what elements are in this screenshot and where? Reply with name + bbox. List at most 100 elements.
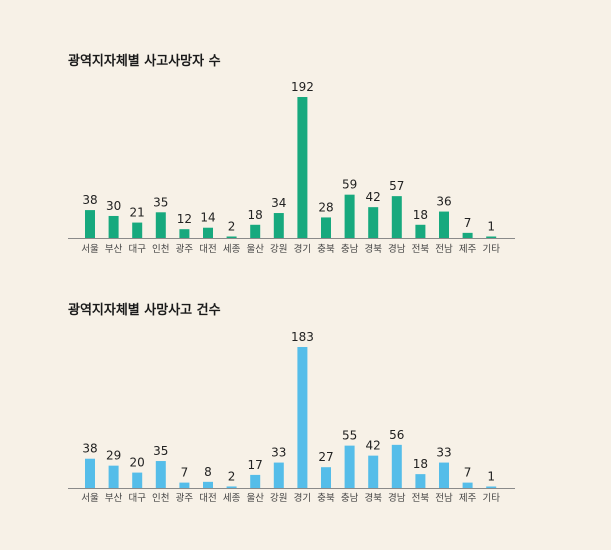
- category-label-accidents-6: 세종: [223, 493, 241, 504]
- bar-accidents-10: [321, 467, 331, 488]
- value-label-accidents-7: 17: [248, 458, 263, 472]
- bar-accidents-13: [391, 444, 402, 488]
- value-label-fatalities-4: 12: [177, 212, 192, 226]
- value-label-fatalities-3: 35: [153, 195, 168, 209]
- bar-accidents-8: [273, 462, 284, 488]
- value-label-accidents-9: 183: [291, 330, 314, 344]
- category-label-accidents-8: 강원: [270, 493, 287, 504]
- bar-accidents-9: [297, 347, 308, 488]
- category-label-accidents-2: 대구: [128, 493, 146, 504]
- value-label-fatalities-11: 59: [342, 178, 357, 192]
- category-label-accidents-9: 경기: [294, 492, 311, 504]
- category-label-fatalities-10: 충북: [317, 244, 335, 255]
- value-label-fatalities-6: 2: [228, 220, 236, 234]
- bar-fatalities-14: [415, 224, 426, 238]
- category-label-fatalities-7: 울산: [246, 244, 264, 255]
- category-label-accidents-16: 제주: [459, 493, 477, 504]
- value-label-fatalities-12: 42: [366, 190, 381, 204]
- value-label-accidents-6: 2: [228, 469, 236, 483]
- category-label-fatalities-17: 기타: [482, 244, 500, 255]
- bar-fatalities-8: [273, 213, 284, 238]
- bar-accidents-1: [108, 465, 119, 488]
- value-label-accidents-5: 8: [204, 465, 212, 479]
- value-label-fatalities-14: 18: [413, 208, 428, 222]
- value-label-accidents-4: 7: [181, 466, 189, 480]
- category-label-fatalities-5: 대전: [199, 244, 216, 255]
- bar-fatalities-0: [85, 210, 95, 238]
- bar-fatalities-1: [108, 215, 119, 238]
- value-label-fatalities-13: 57: [389, 179, 404, 193]
- value-label-accidents-10: 27: [318, 450, 333, 464]
- category-label-accidents-13: 경남: [388, 492, 406, 504]
- category-label-accidents-3: 인천: [152, 493, 169, 504]
- value-label-fatalities-16: 7: [464, 216, 472, 230]
- category-label-fatalities-14: 전북: [412, 244, 430, 255]
- category-label-fatalities-15: 전남: [435, 244, 453, 255]
- category-label-accidents-1: 부산: [105, 493, 123, 504]
- category-label-fatalities-12: 경북: [364, 243, 382, 255]
- value-label-fatalities-8: 34: [271, 196, 286, 210]
- category-label-accidents-7: 울산: [246, 493, 264, 504]
- value-label-accidents-11: 55: [342, 429, 357, 443]
- value-label-accidents-2: 20: [130, 456, 145, 470]
- category-label-fatalities-6: 세종: [223, 244, 241, 255]
- bar-fatalities-11: [344, 194, 355, 238]
- value-label-fatalities-5: 14: [200, 211, 215, 225]
- category-label-accidents-11: 충남: [341, 493, 359, 504]
- value-label-accidents-0: 38: [82, 442, 97, 456]
- category-label-fatalities-4: 광주: [176, 243, 194, 255]
- value-label-fatalities-0: 38: [82, 193, 97, 207]
- bar-accidents-5: [203, 481, 213, 488]
- bar-fatalities-7: [250, 224, 261, 238]
- value-label-fatalities-9: 192: [291, 80, 314, 94]
- bar-fatalities-10: [321, 217, 331, 238]
- category-label-accidents-17: 기타: [482, 493, 500, 504]
- category-label-fatalities-13: 경남: [388, 243, 406, 255]
- category-label-accidents-15: 전남: [435, 493, 453, 504]
- bar-accidents-0: [85, 458, 95, 488]
- bar-accidents-17: [486, 486, 497, 488]
- value-label-accidents-16: 7: [464, 466, 472, 480]
- bar-accidents-11: [344, 445, 355, 488]
- category-label-fatalities-1: 부산: [105, 244, 123, 255]
- bar-fatalities-5: [203, 227, 213, 238]
- value-label-fatalities-1: 30: [106, 199, 121, 213]
- value-label-fatalities-7: 18: [248, 208, 263, 222]
- bar-accidents-15: [439, 462, 449, 488]
- category-label-accidents-5: 대전: [199, 493, 216, 504]
- category-label-fatalities-8: 강원: [270, 244, 287, 255]
- bar-fatalities-9: [297, 97, 308, 238]
- category-label-accidents-14: 전북: [412, 493, 430, 504]
- value-label-accidents-3: 35: [153, 444, 168, 458]
- bar-accidents-3: [155, 461, 166, 488]
- bar-accidents-12: [368, 455, 379, 488]
- bar-accidents-6: [226, 486, 237, 488]
- category-label-accidents-4: 광주: [176, 492, 194, 504]
- value-label-accidents-1: 29: [106, 449, 121, 463]
- bar-fatalities-15: [439, 211, 449, 238]
- chart-title-fatalities: 광역지자체별 사고사망자 수: [68, 54, 221, 69]
- category-label-fatalities-3: 인천: [152, 244, 169, 255]
- value-label-accidents-15: 33: [436, 446, 451, 460]
- value-label-fatalities-10: 28: [318, 200, 333, 214]
- bar-accidents-7: [250, 474, 261, 488]
- bar-accidents-2: [132, 472, 143, 488]
- bar-fatalities-3: [155, 212, 166, 238]
- bar-fatalities-13: [391, 196, 402, 238]
- bar-accidents-4: [179, 482, 190, 488]
- bar-accidents-16: [462, 482, 473, 488]
- value-label-fatalities-17: 1: [487, 220, 495, 234]
- category-label-fatalities-16: 제주: [459, 244, 477, 255]
- chart-title-accidents: 광역지자체별 사망사고 건수: [68, 303, 221, 318]
- category-label-accidents-10: 충북: [317, 493, 335, 504]
- value-label-accidents-13: 56: [389, 428, 404, 442]
- category-label-accidents-12: 경북: [364, 492, 382, 504]
- bar-accidents-14: [415, 474, 426, 488]
- category-label-fatalities-9: 경기: [294, 243, 311, 255]
- category-label-accidents-0: 서울: [81, 493, 99, 504]
- bar-fatalities-17: [486, 236, 497, 238]
- bar-fatalities-2: [132, 222, 143, 238]
- bar-fatalities-12: [368, 207, 379, 238]
